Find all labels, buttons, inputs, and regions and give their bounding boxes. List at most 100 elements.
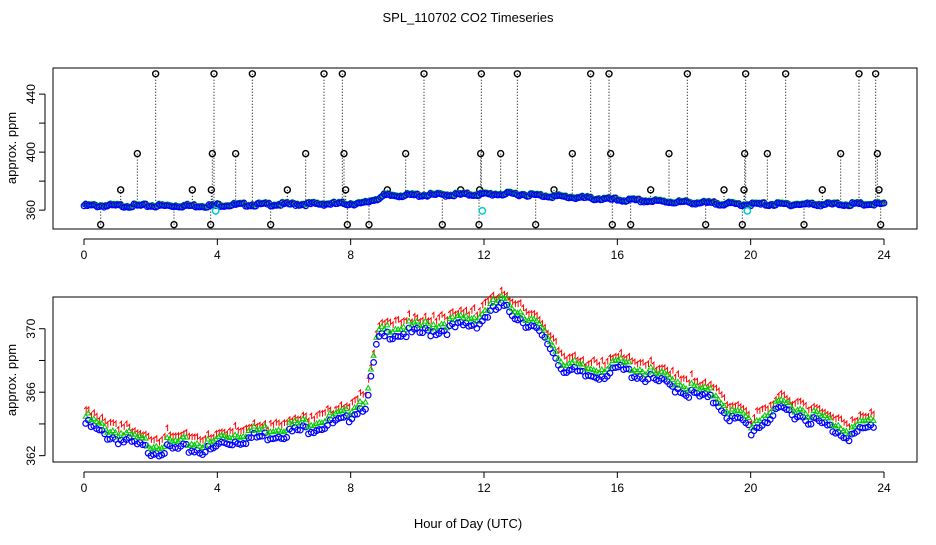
level-1-point (811, 402, 815, 410)
level-2-point (587, 365, 595, 372)
level-2-point (161, 442, 168, 449)
level-3-point (840, 434, 848, 442)
outlier-point (476, 149, 485, 158)
outlier-point (818, 186, 827, 194)
level-1-point (499, 286, 503, 294)
level-3-point (370, 359, 378, 366)
level-1-point (776, 391, 780, 400)
level-1-point (189, 432, 193, 440)
level-1-point (561, 352, 565, 360)
top-x-tick-label: 16 (611, 248, 625, 262)
level-3-point (606, 369, 614, 377)
level-1-point (591, 355, 595, 364)
level-1-point (466, 310, 470, 318)
top-y-tick-label: 400 (24, 142, 38, 162)
level-1-point (871, 410, 875, 418)
level-1-point (548, 331, 552, 340)
level-1-point (339, 400, 343, 409)
level-1-point (146, 432, 150, 440)
level-3-point (769, 412, 777, 420)
level-1-point (784, 394, 788, 402)
outlier-point (496, 149, 505, 158)
level-2-point (796, 405, 804, 412)
bottom-x-tick-label: 24 (877, 481, 891, 495)
level-1-point (89, 411, 93, 419)
level-1-point (863, 412, 867, 420)
level-1-point (752, 413, 755, 421)
level-1-point (627, 352, 630, 360)
level-1-point (488, 293, 492, 301)
level-1-point (195, 432, 199, 440)
level-1-point (282, 418, 285, 427)
level-1-point (580, 355, 584, 363)
level-2-point (541, 326, 549, 333)
level-3-point (826, 421, 834, 429)
level-1-point (379, 318, 383, 326)
level-1-point (714, 384, 717, 392)
level-2-point (364, 384, 372, 391)
level-1-point (534, 311, 538, 319)
level-2-point (696, 385, 703, 392)
level-1-point (738, 402, 742, 410)
level-2-point (593, 367, 600, 374)
level-1-point (515, 299, 519, 308)
level-2-point (196, 442, 204, 449)
level-1-point (312, 415, 315, 423)
level-1-point (662, 363, 666, 371)
level-1-point (602, 360, 606, 369)
level-1-point (173, 431, 177, 440)
level-1-point (431, 311, 435, 319)
level-2-point (400, 323, 407, 330)
level-1-point (151, 436, 155, 444)
level-1-point (390, 320, 394, 328)
level-2-point (546, 338, 554, 345)
level-1-point (208, 433, 212, 442)
level-1-point (553, 337, 557, 345)
level-1-point (401, 316, 405, 325)
level-1-point (485, 296, 489, 304)
level-3-point (394, 333, 402, 340)
level-1-point (841, 418, 845, 426)
level-1-point (184, 428, 188, 436)
outlier-point (231, 149, 240, 158)
level-1-point (91, 408, 95, 416)
top-x-tick-label: 20 (744, 248, 758, 262)
level-1-point (735, 400, 739, 408)
level-1-point (765, 404, 769, 413)
level-1-point (102, 417, 106, 425)
level-2-point (457, 311, 464, 318)
level-1-point (801, 399, 804, 407)
level-3-point (443, 331, 451, 339)
outlier-point (170, 220, 178, 229)
level-1-point (594, 358, 598, 366)
level-2-point (639, 368, 646, 375)
level-2-point (340, 406, 348, 413)
level-1-point (477, 306, 481, 314)
outlier-point (855, 70, 863, 78)
level-1-point (521, 303, 525, 311)
bottom-y-tick-label: 366 (24, 382, 38, 402)
level-1-point (589, 358, 592, 366)
level-1-point (271, 421, 275, 429)
level-2-point (261, 422, 269, 429)
level-3-point (256, 433, 263, 440)
level-1-point (703, 378, 707, 386)
level-1-point (273, 418, 277, 426)
level-1-point (434, 317, 438, 325)
level-1-point (618, 348, 622, 356)
level-3-point (734, 414, 742, 421)
level-2-point (519, 312, 527, 319)
level-2-point (332, 409, 339, 416)
outlier-point (151, 70, 160, 78)
level-1-point (206, 429, 209, 437)
outlier-point (876, 220, 885, 229)
bottom-panel: 0 4 8 12 16 20 24 362 366 370 approx. ppm (4, 286, 918, 495)
level-2-point (291, 416, 299, 423)
level-1-point (469, 306, 473, 314)
level-3-point (861, 424, 869, 432)
level-1-point (852, 417, 856, 425)
level-1-point (657, 364, 660, 372)
level-2-point (204, 435, 212, 442)
level-1-point (398, 318, 402, 327)
